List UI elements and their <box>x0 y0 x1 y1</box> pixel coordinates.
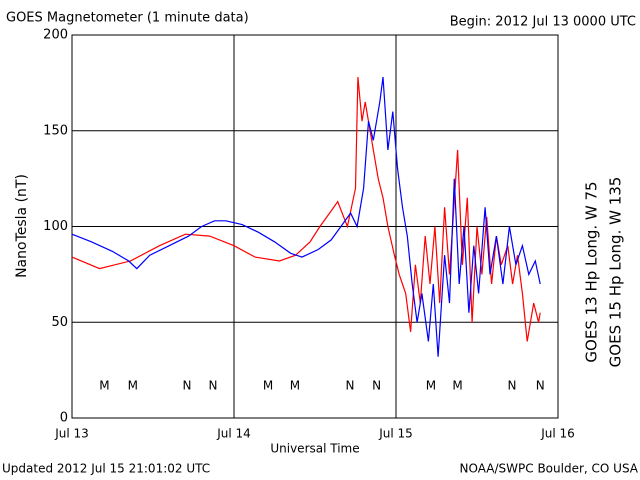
annotation: M <box>452 379 462 393</box>
y-tick-label: 50 <box>51 315 68 330</box>
y-tick-label: 100 <box>43 219 68 234</box>
x-axis-label: Universal Time <box>270 442 359 456</box>
annotation: N <box>536 379 545 393</box>
annotation: M <box>128 379 138 393</box>
annotation: N <box>507 379 516 393</box>
chart-title: GOES Magnetometer (1 minute data) <box>6 11 249 26</box>
x-tick-label: Jul 13 <box>54 427 89 441</box>
annotation: M <box>290 379 300 393</box>
y-tick-label: 200 <box>43 28 68 43</box>
chart-subtitle: Begin: 2012 Jul 13 0000 UTC <box>450 15 636 30</box>
footer-right: NOAA/SWPC Boulder, CO USA <box>460 462 639 476</box>
annotation: N <box>183 379 192 393</box>
x-tick-label: Jul 16 <box>540 427 575 441</box>
plot-frame <box>71 34 559 419</box>
x-tick-label: Jul 14 <box>216 427 251 441</box>
legend-entry: GOES 15 Hp Long. W 135 <box>607 177 625 368</box>
y-tick-label: 150 <box>43 123 68 138</box>
annotation: M <box>263 379 273 393</box>
annotation: N <box>345 379 354 393</box>
y-tick-label: 0 <box>60 411 68 426</box>
annotation: N <box>372 379 381 393</box>
annotation: M <box>99 379 109 393</box>
legend-entry: GOES 13 Hp Long. W 75 <box>583 181 601 362</box>
annotation: N <box>208 379 217 393</box>
annotation: M <box>426 379 436 393</box>
footer-left: Updated 2012 Jul 15 21:01:02 UTC <box>2 462 210 476</box>
x-tick-label: Jul 15 <box>378 427 413 441</box>
data-line <box>71 77 541 357</box>
y-axis-label: NanoTesla (nT) <box>14 174 30 278</box>
